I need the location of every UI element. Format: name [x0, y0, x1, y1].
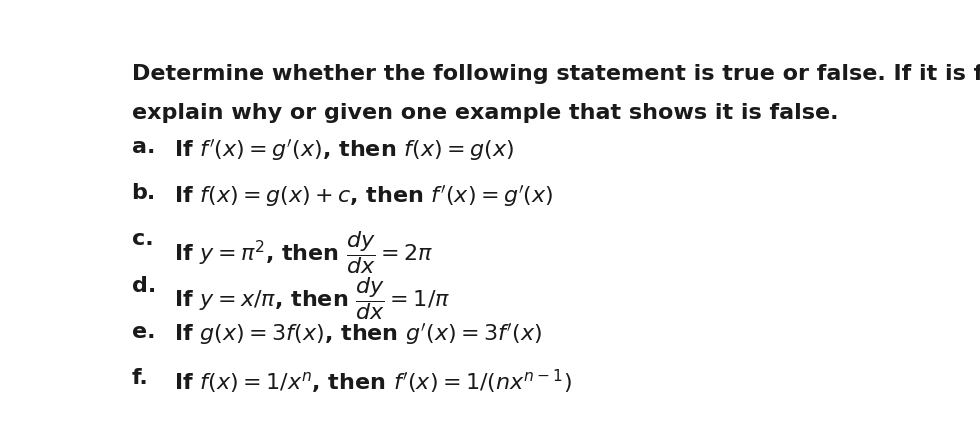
Text: If $g(x) = 3f(x)$, then $g'(x) = 3f'(x)$: If $g(x) = 3f(x)$, then $g'(x) = 3f'(x)$ [174, 321, 543, 347]
Text: e.: e. [131, 321, 155, 341]
Text: If $f(x) = g(x) + c$, then $f'(x) = g'(x)$: If $f(x) = g(x) + c$, then $f'(x) = g'(x… [174, 183, 554, 209]
Text: If $y = \pi^2$, then $\dfrac{dy}{dx} = 2\pi$: If $y = \pi^2$, then $\dfrac{dy}{dx} = 2… [174, 230, 434, 276]
Text: Determine whether the following statement is true or false. If it is false,: Determine whether the following statemen… [131, 63, 980, 83]
Text: b.: b. [131, 183, 156, 203]
Text: explain why or given one example that shows it is false.: explain why or given one example that sh… [131, 103, 838, 123]
Text: a.: a. [131, 137, 155, 157]
Text: f.: f. [131, 368, 148, 388]
Text: If $y = x/\pi$, then $\dfrac{dy}{dx} = 1/\pi$: If $y = x/\pi$, then $\dfrac{dy}{dx} = 1… [174, 275, 451, 322]
Text: d.: d. [131, 275, 156, 296]
Text: c.: c. [131, 230, 153, 250]
Text: If $f'(x) = g'(x)$, then $f(x) = g(x)$: If $f'(x) = g'(x)$, then $f(x) = g(x)$ [174, 137, 514, 163]
Text: If $f(x) = 1/x^n$, then $f'(x) = 1/(nx^{n-1})$: If $f(x) = 1/x^n$, then $f'(x) = 1/(nx^{… [174, 368, 572, 396]
